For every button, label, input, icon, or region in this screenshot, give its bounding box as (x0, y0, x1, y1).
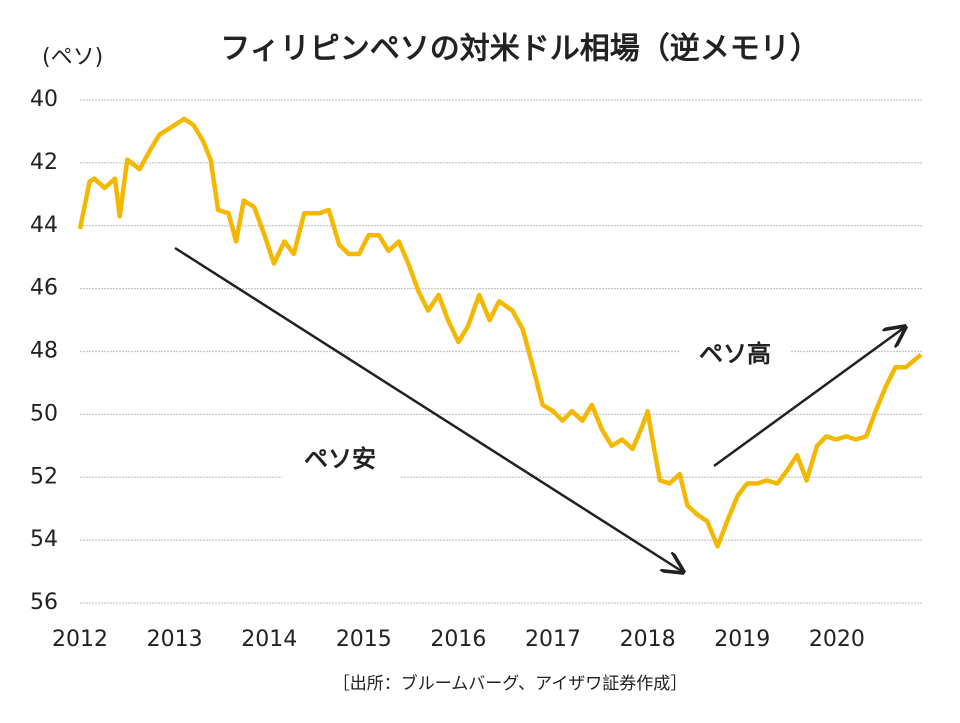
x-tick-label: 2012 (52, 627, 108, 652)
y-tick-label: 50 (30, 401, 58, 426)
arrow-down (174, 246, 683, 572)
line (77, 116, 923, 549)
y-tick-label: 44 (30, 213, 58, 238)
x-tick-label: 2014 (241, 627, 297, 652)
y-tick-label: 40 (30, 87, 58, 112)
y-tick-label: 54 (30, 527, 58, 552)
x-tick-label: 2013 (147, 627, 203, 652)
annotation: ペソ高 (699, 340, 771, 368)
x-tick-label: 2019 (714, 627, 770, 652)
label-bg (680, 335, 790, 375)
x-tick-label: 2017 (525, 627, 581, 652)
y-tick-label: 48 (30, 339, 58, 364)
x-tick-label: 2018 (620, 627, 676, 652)
y-tick-label: 42 (30, 150, 58, 175)
source: ［出所：ブルームバーグ、アイザワ証券作成］ (333, 673, 687, 694)
y-tick-label: 46 (30, 276, 58, 301)
chart-title: フィリピンペソの対米ドル相場（逆メモリ） (220, 32, 819, 67)
y-axis-label: (ペソ) (42, 45, 103, 70)
x-tick-label: 2016 (430, 627, 486, 652)
y-tick-label: 52 (30, 464, 58, 489)
x-tick-label: 2020 (809, 627, 865, 652)
label-bg (282, 440, 400, 480)
arrow-up (713, 327, 905, 468)
x-tick-label: 2015 (336, 627, 392, 652)
annotation: ペソ安 (304, 445, 376, 473)
y-tick-label: 56 (30, 590, 58, 615)
